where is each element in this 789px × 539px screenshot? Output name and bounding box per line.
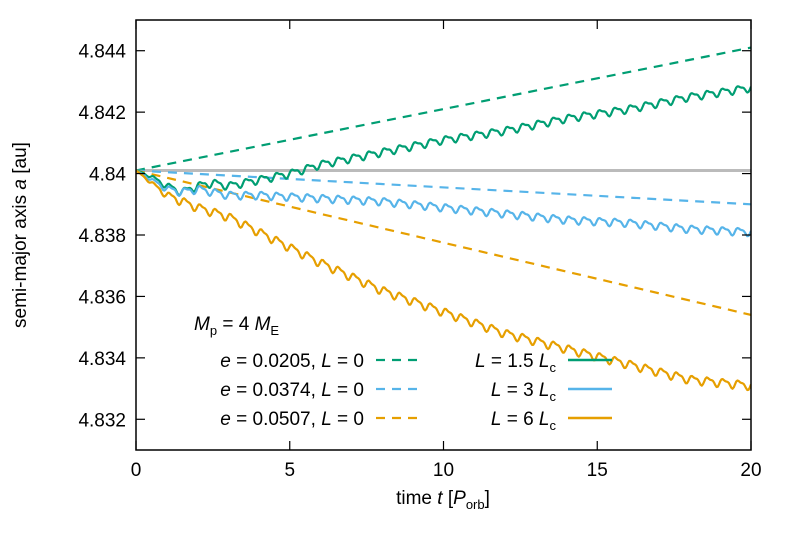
y-tick-label: 4.844 — [78, 42, 126, 63]
legend-label: e = 0.0507, L = 0 — [220, 409, 364, 430]
y-tick-label: 4.832 — [78, 410, 126, 431]
y-tick-label: 4.836 — [78, 287, 126, 308]
series-line-6 — [136, 169, 751, 392]
series-layer — [136, 46, 751, 392]
x-tick-label: 10 — [433, 460, 454, 481]
series-line-5 — [136, 169, 751, 238]
y-tick-label: 4.838 — [78, 226, 126, 247]
x-axis-label: time t [Porb] — [396, 488, 490, 512]
legend-label: e = 0.0205, L = 0 — [220, 351, 364, 372]
series-line-2 — [136, 169, 751, 206]
planet-mass-annotation: Mp = 4 ME — [194, 314, 279, 338]
legend-label: L = 3 Lc — [491, 380, 557, 404]
y-tick-label: 4.834 — [78, 349, 126, 370]
legend: e = 0.0205, L = 0 e = 0.0374, L = 0 e = 0.… — [220, 351, 612, 433]
y-tick-label: 4.842 — [78, 103, 126, 124]
legend-label: L = 1.5 Lc — [475, 351, 557, 375]
legend-label: e = 0.0374, L = 0 — [220, 380, 364, 401]
series-line-4 — [136, 85, 751, 197]
x-tick-label: 15 — [587, 460, 608, 481]
y-axis-label: semi-major axis a [au] — [10, 142, 31, 328]
x-tick-label: 20 — [740, 460, 761, 481]
x-tick-label: 5 — [284, 460, 295, 481]
x-tick-label: 0 — [131, 460, 142, 481]
series-line-1 — [136, 46, 751, 172]
ticks-layer: 0 5 10 15 20 4.832 4.834 4.836 4.838 4.84 4.842 4.8… — [78, 20, 762, 481]
y-tick-label: 4.84 — [89, 165, 126, 186]
legend-label: L = 6 Lc — [491, 409, 557, 433]
